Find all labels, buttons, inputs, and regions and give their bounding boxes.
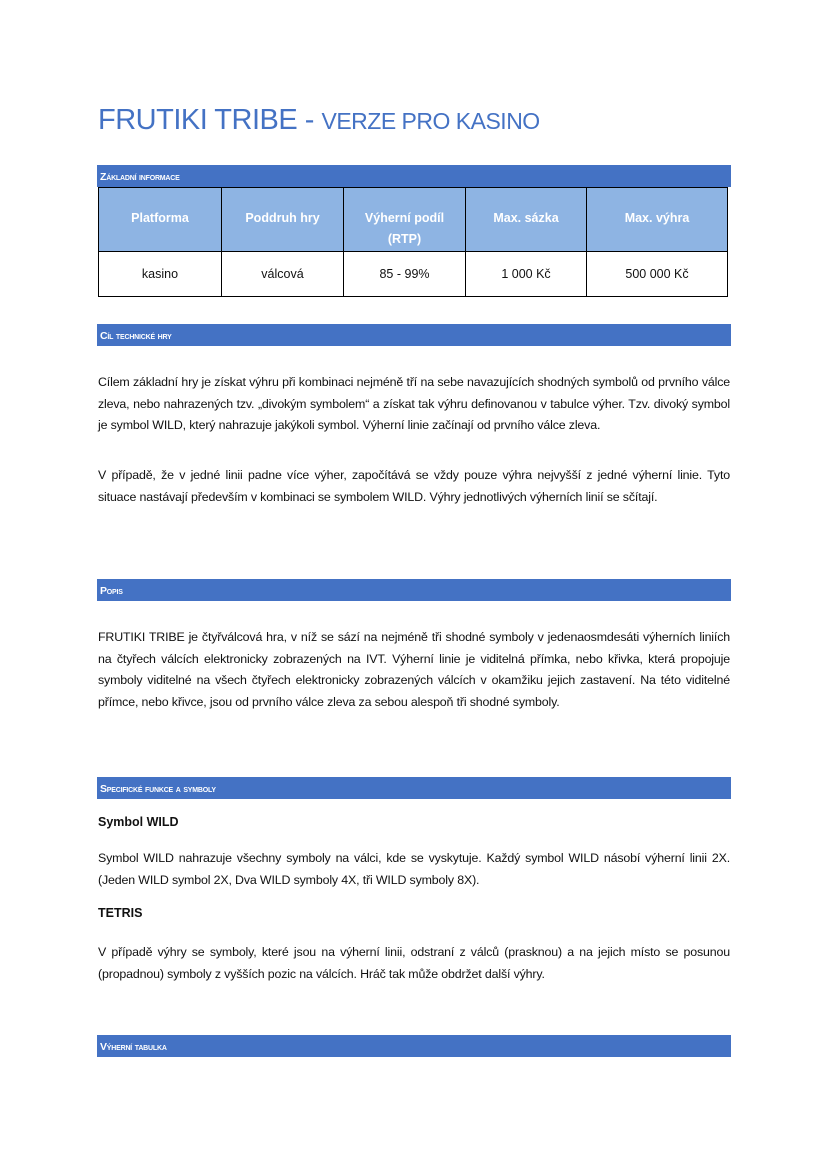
- section-heading-basic-info: Základní informace: [97, 165, 731, 187]
- table-cell: 85 - 99%: [343, 251, 466, 297]
- title-subtitle: VERZE PRO KASINO: [321, 108, 540, 134]
- table-cell: 500 000 Kč: [586, 251, 728, 297]
- table-header: Platforma: [98, 187, 222, 252]
- table-header-row: Platforma Poddruh hry Výherní podíl (RTP…: [98, 187, 728, 252]
- tetris-paragraph: V případě výhry se symboly, které jsou n…: [98, 945, 730, 981]
- table-cell: kasino: [98, 251, 222, 297]
- title-main: FRUTIKI TRIBE -: [98, 104, 322, 136]
- description-paragraph: FRUTIKI TRIBE je čtyřválcová hra, v níž …: [98, 630, 730, 709]
- tetris-heading: TETRIS: [98, 906, 143, 920]
- table-cell: válcová: [221, 251, 344, 297]
- section-heading-paytable: Výherní tabulka: [97, 1035, 731, 1057]
- goal-paragraph-1: Cílem základní hry je získat výhru při k…: [98, 375, 730, 432]
- section-heading-features: Specifické funkce a symboly: [97, 777, 731, 799]
- table-cell: 1 000 Kč: [465, 251, 587, 297]
- table-header: Max. výhra: [586, 187, 728, 252]
- document-title: FRUTIKI TRIBE - VERZE PRO KASINO: [98, 104, 540, 137]
- section-heading-description: Popis: [97, 579, 731, 601]
- table-header: Max. sázka: [465, 187, 587, 252]
- section-heading-goal: Cíl technické hry: [97, 324, 731, 346]
- table-header: Poddruh hry: [221, 187, 344, 252]
- table-row: kasino válcová 85 - 99% 1 000 Kč 500 000…: [98, 251, 728, 297]
- goal-paragraph-2: V případě, že v jedné linii padne více v…: [98, 468, 730, 504]
- basic-info-table: Platforma Poddruh hry Výherní podíl (RTP…: [98, 187, 728, 297]
- wild-paragraph: Symbol WILD nahrazuje všechny symboly na…: [98, 851, 730, 887]
- wild-heading: Symbol WILD: [98, 815, 179, 829]
- table-header: Výherní podíl (RTP): [343, 187, 466, 252]
